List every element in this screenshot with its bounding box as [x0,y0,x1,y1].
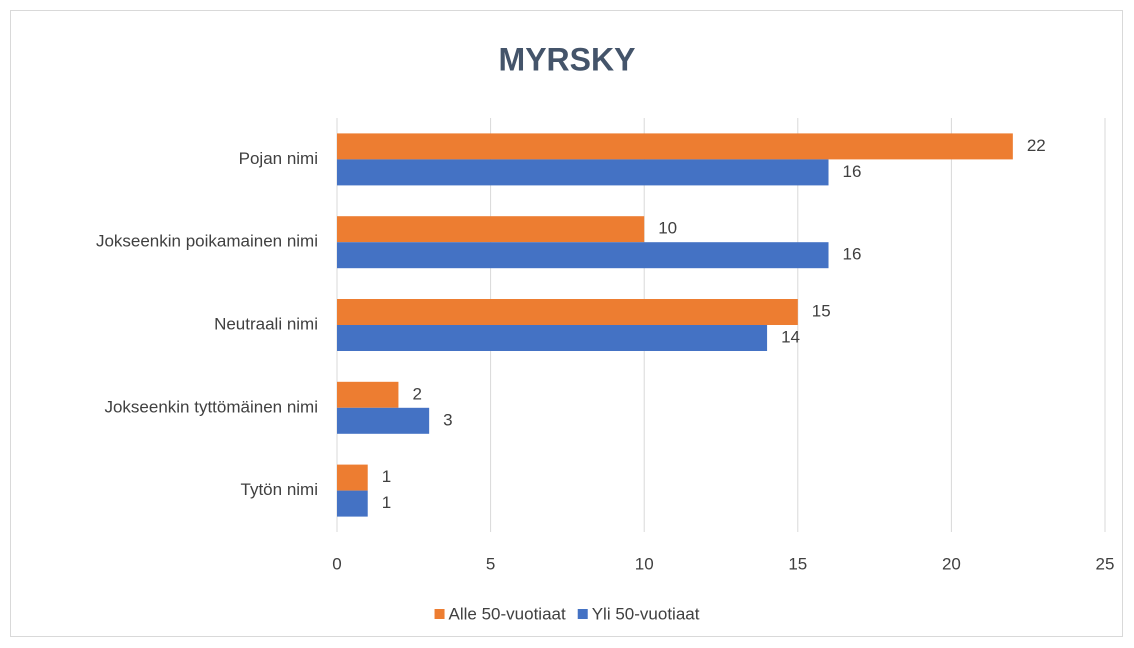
bar [337,242,829,269]
y-tick-label: Tytön nimi [241,480,318,499]
x-tick-label: 25 [1096,554,1115,573]
bar [337,407,430,434]
bar [337,325,768,351]
data-label: 2 [412,384,421,403]
bar [337,490,368,517]
x-tick-label: 10 [635,554,654,573]
data-label: 3 [443,410,452,429]
data-label: 16 [843,162,862,181]
x-tick-label: 0 [332,554,341,573]
data-label: 22 [1027,136,1046,155]
data-label: 1 [382,467,391,486]
x-tick-label: 5 [486,554,495,573]
data-label: 14 [781,327,800,346]
y-tick-label: Pojan nimi [239,149,318,168]
bar [337,464,368,491]
bar [337,216,645,243]
legend-swatch [577,609,588,619]
y-tick-label: Jokseenkin poikamainen nimi [96,232,318,251]
data-label: 10 [658,219,677,238]
x-tick-label: 20 [942,554,961,573]
bar [337,381,399,408]
data-label: 15 [812,301,831,320]
y-tick-label: Neutraali nimi [214,314,318,333]
legend-label: Alle 50-vuotiaat [449,604,566,623]
bar [337,133,1013,160]
data-label: 1 [382,493,391,512]
x-tick-label: 15 [788,554,807,573]
bar [337,299,798,325]
data-label: 16 [843,245,862,264]
y-tick-label: Jokseenkin tyttömäinen nimi [104,397,318,416]
bar [337,159,829,186]
legend-label: Yli 50-vuotiaat [592,604,700,623]
legend-swatch [434,609,445,619]
chart-title: MYRSKY [499,41,636,77]
